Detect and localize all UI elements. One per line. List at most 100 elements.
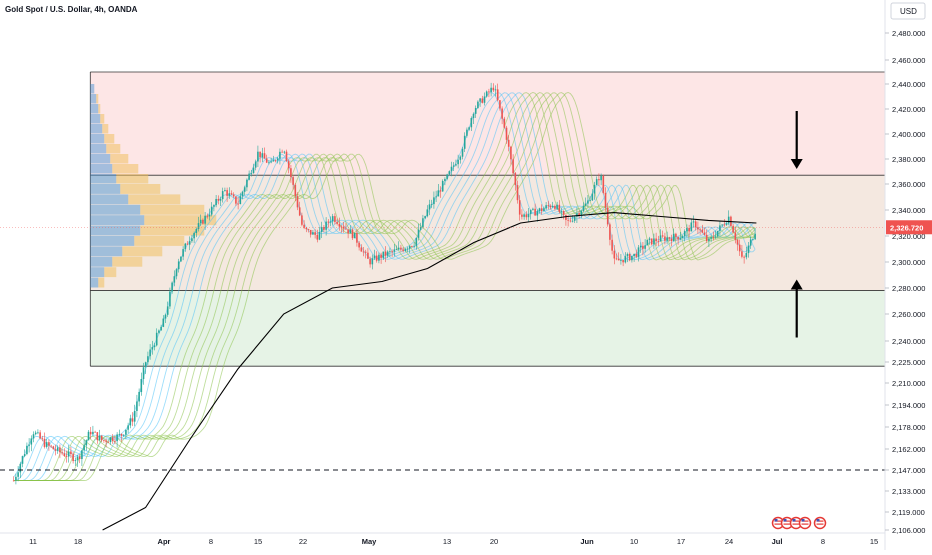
event-icon-canton (792, 519, 796, 522)
candle-body (164, 314, 167, 319)
candle-body (639, 245, 642, 248)
candle-body (285, 151, 288, 162)
currency-label: USD (900, 7, 917, 16)
profile-buy-bar (90, 215, 145, 226)
candle-body (224, 190, 226, 192)
candle-body (745, 253, 748, 258)
symbol-title[interactable]: Gold Spot / U.S. Dollar, 4h, OANDA (5, 5, 138, 14)
candle-body (175, 269, 178, 277)
event-icon-us[interactable] (813, 516, 827, 530)
profile-sell-bar (128, 194, 181, 205)
profile-buy-bar (90, 144, 107, 154)
candle-body (21, 456, 24, 464)
event-icon-stripe (774, 523, 782, 525)
time-tick-label: 15 (870, 537, 878, 546)
price-axis[interactable]: 2,480.000 2,460.000 2,440.000 2,420.000 2,40… (885, 29, 925, 535)
price-tick-label: 2,360.000 (892, 180, 925, 189)
candle-body (155, 332, 158, 346)
candle-body (314, 232, 316, 235)
time-tick-label: 18 (74, 537, 82, 546)
candle-body (424, 216, 426, 219)
candle-body (576, 213, 578, 217)
candle-body (613, 250, 616, 259)
profile-sell-bar (106, 144, 121, 154)
profile-sell-bar (122, 246, 163, 257)
candle-body (228, 193, 231, 196)
candle-body (61, 452, 63, 454)
candle-body (59, 447, 61, 453)
event-icon-us[interactable] (798, 516, 812, 530)
candle-body (215, 198, 217, 206)
candle-body (397, 247, 400, 250)
candle-body (199, 219, 202, 224)
candle-body (105, 440, 107, 442)
event-icon-stripe (783, 520, 791, 522)
candle-body (413, 245, 415, 247)
candle-body (556, 204, 558, 209)
time-axis[interactable]: 11 18 Apr 8 15 22 May 13 20 Jun 10 17 24 Jul 8 15 (29, 537, 878, 546)
currency-box[interactable] (890, 2, 926, 20)
candle-body (263, 153, 266, 159)
profile-sell-bar (140, 225, 205, 236)
candle-body (169, 291, 171, 307)
candle-body (402, 249, 404, 251)
profile-sell-bar (96, 94, 99, 104)
candle-body (712, 237, 715, 238)
candle-body (375, 255, 378, 261)
price-axis-background[interactable] (885, 0, 932, 550)
time-tick-label: 22 (299, 537, 307, 546)
candle-body (604, 192, 607, 208)
candle-body (738, 244, 741, 252)
candle-body (741, 251, 743, 257)
candle-body (83, 445, 85, 451)
candle-body (620, 260, 622, 261)
candle-body (525, 214, 528, 218)
candle-body (182, 249, 184, 257)
candle-body (54, 449, 57, 451)
candle-body (386, 251, 389, 256)
candle-body (507, 139, 510, 147)
economic-events[interactable] (771, 516, 827, 530)
candle-body (78, 456, 81, 460)
candle-body (681, 236, 684, 239)
candle-body (565, 214, 567, 220)
candle-body (173, 276, 176, 283)
candle-body (318, 231, 321, 240)
candle-body (499, 100, 501, 109)
candle-body (136, 401, 138, 411)
candle-body (122, 434, 125, 436)
profile-buy-bar (90, 94, 97, 104)
candle-body (239, 196, 242, 205)
candle-body (719, 225, 721, 231)
profile-buy-bar (90, 164, 113, 174)
time-tick-label: 11 (29, 537, 37, 546)
candle-body (232, 194, 235, 197)
candle-body (479, 98, 481, 102)
candle-body (470, 118, 473, 128)
time-tick-label: 10 (630, 537, 638, 546)
ma-ribbon (13, 92, 756, 481)
candle-body (96, 432, 99, 441)
candle-body (628, 253, 631, 261)
profile-sell-bar (102, 124, 109, 134)
candle-body (362, 251, 365, 253)
candle-body (595, 179, 598, 185)
profile-buy-bar (90, 84, 95, 94)
profile-sell-bar (98, 277, 105, 288)
candle-body (571, 220, 574, 222)
price-tick-label: 2,420.000 (892, 105, 925, 114)
candle-body (248, 173, 250, 180)
candle-body (279, 151, 281, 159)
candle-body (472, 113, 475, 119)
candle-body (448, 171, 451, 175)
price-tick-label: 2,440.000 (892, 80, 925, 89)
candle-body (17, 472, 19, 477)
candle-body (430, 204, 433, 205)
candle-body (235, 196, 237, 204)
moving-average-layer (102, 212, 757, 531)
candle-body (437, 190, 440, 197)
candle-body (567, 219, 569, 221)
candle-body (477, 101, 479, 109)
